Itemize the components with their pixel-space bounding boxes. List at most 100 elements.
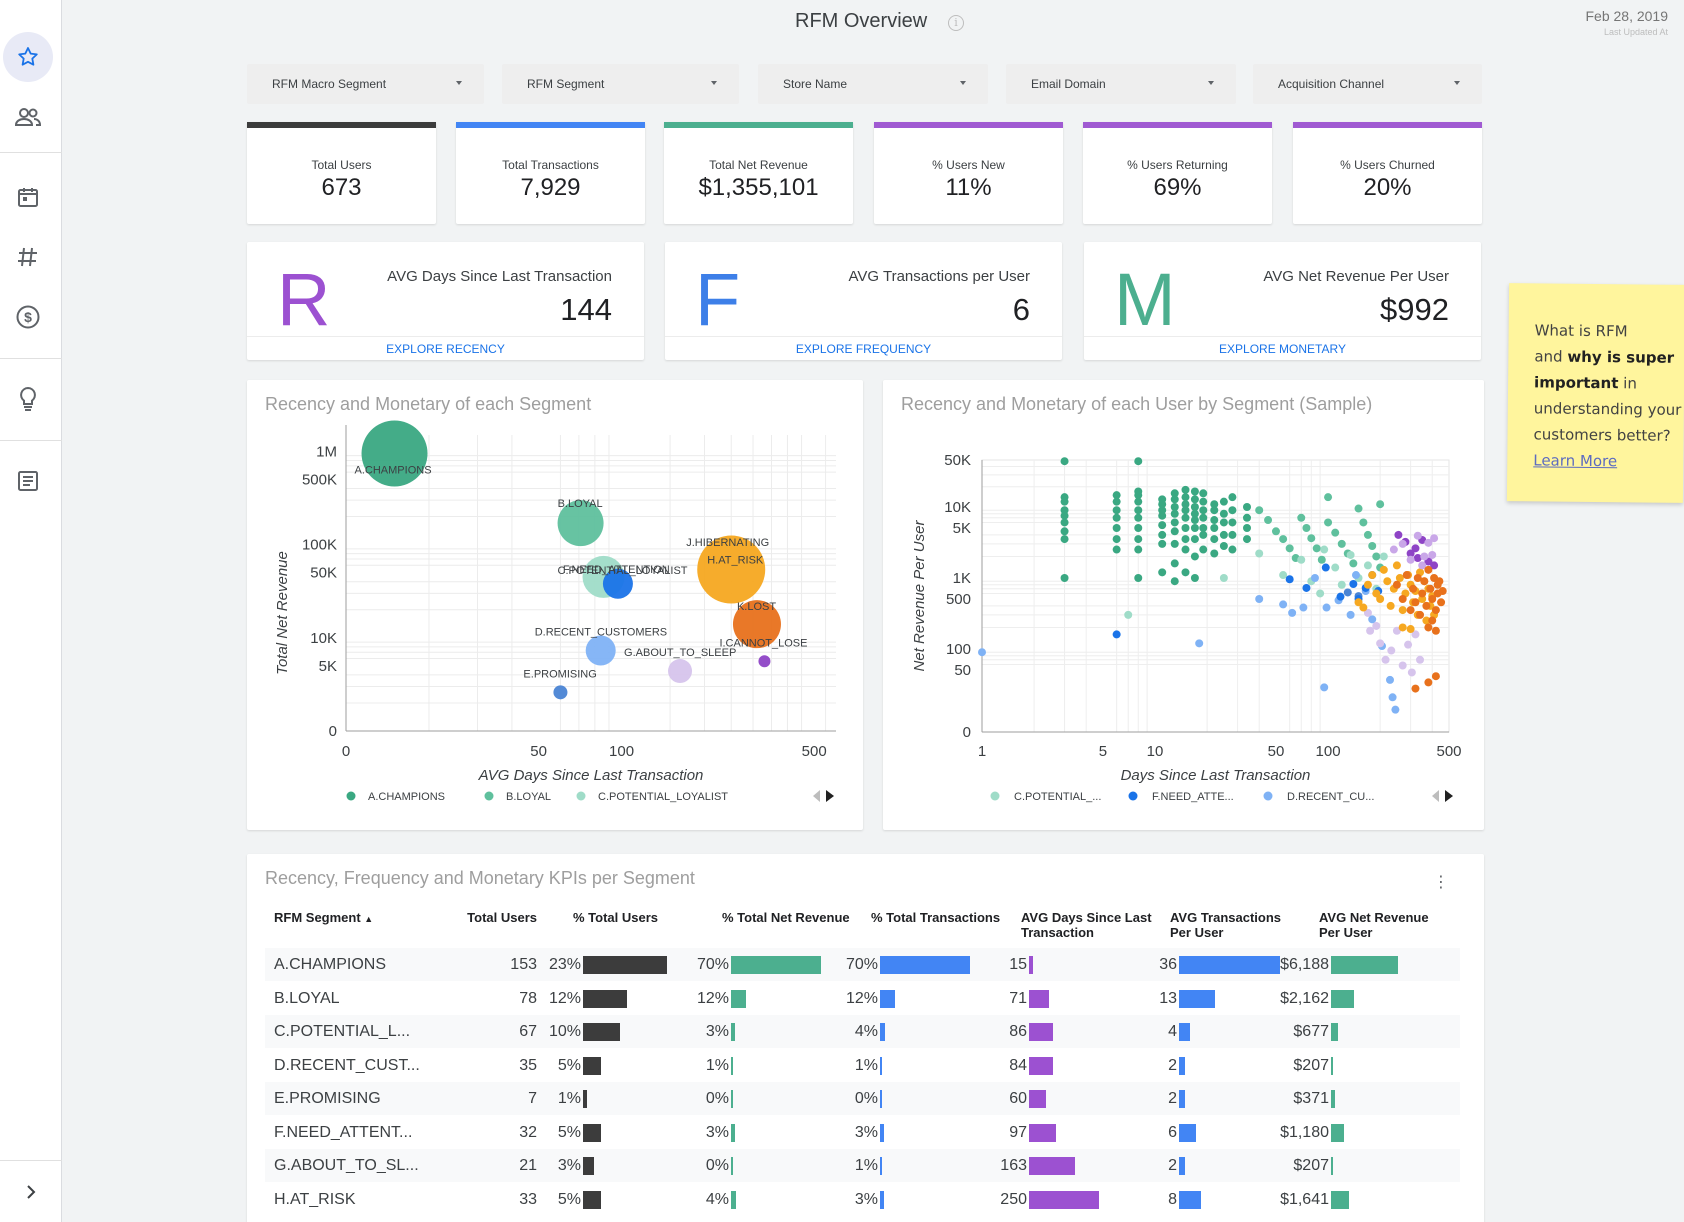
more-options-icon[interactable]: ⋮ xyxy=(1433,874,1449,891)
last-updated-date: Feb 28, 2019 xyxy=(1585,8,1668,24)
y-tick-label: 10K xyxy=(944,499,971,516)
kpi-value: 673 xyxy=(321,174,362,201)
user-point xyxy=(1406,606,1415,615)
expand-sidebar-button[interactable] xyxy=(0,1160,62,1222)
cell-segment: G.ABOUT_TO_SL... xyxy=(274,1157,419,1174)
user-point xyxy=(1112,524,1121,532)
cell-pct-users: 10% xyxy=(548,1023,581,1040)
col-header-segment[interactable]: RFM Segment ▲ xyxy=(274,910,373,927)
kpi-label: % Users Returning xyxy=(1127,158,1228,172)
table-row[interactable]: H.AT_RISK 33 5% 4% 3% 250 8 $1,641 xyxy=(265,1183,1460,1216)
cell-avg-revenue: $6,188 xyxy=(1280,956,1329,973)
user-point xyxy=(1112,513,1121,522)
cell-pct-transactions: 4% xyxy=(854,1023,878,1040)
bubble-label: I.CANNOT_LOSE xyxy=(719,637,807,649)
legend-next-icon xyxy=(1445,790,1453,802)
user-point xyxy=(1181,500,1190,509)
user-point xyxy=(1346,610,1355,619)
table-row[interactable]: F.NEED_ATTENT... 32 5% 3% 3% 97 6 $1,180 xyxy=(265,1116,1460,1149)
user-point xyxy=(1134,491,1143,500)
explore-frequency-link[interactable]: EXPLORE FREQUENCY xyxy=(795,342,932,356)
cell-bar xyxy=(880,989,895,1008)
user-point xyxy=(1428,616,1437,625)
explore-recency-link[interactable]: EXPLORE RECENCY xyxy=(386,342,505,356)
caret-down-icon xyxy=(1208,81,1214,85)
kpi-users-returning: % Users Returning 69% xyxy=(1083,122,1272,224)
user-point xyxy=(1302,583,1311,592)
header-line: Per User xyxy=(1170,925,1224,940)
people-icon[interactable] xyxy=(3,92,53,142)
info-icon[interactable]: i xyxy=(948,15,964,31)
user-point xyxy=(1279,571,1288,580)
user-point xyxy=(1336,592,1345,601)
col-header-avg-days[interactable]: AVG Days Since Last Transaction xyxy=(1021,910,1152,940)
user-point xyxy=(1124,610,1133,619)
user-point xyxy=(1331,528,1340,537)
col-header-total-users[interactable]: Total Users xyxy=(467,910,537,925)
cell-bar xyxy=(1331,1123,1344,1142)
monetary-label: AVG Net Revenue Per User xyxy=(1263,268,1449,285)
table-row[interactable]: E.PROMISING 7 1% 0% 0% 60 2 $371 xyxy=(265,1082,1460,1115)
user-point xyxy=(1343,588,1352,597)
col-header-avg-transactions[interactable]: AVG Transactions Per User xyxy=(1170,910,1281,940)
frequency-label: AVG Transactions per User xyxy=(848,268,1030,285)
col-header-pct-transactions[interactable]: % Total Transactions xyxy=(871,910,1001,925)
calendar-icon[interactable] xyxy=(3,172,53,222)
user-point xyxy=(1181,535,1190,544)
recency-label: AVG Days Since Last Transaction xyxy=(387,268,612,285)
y-tick-label: 0 xyxy=(329,723,337,740)
cell-bar xyxy=(583,956,667,974)
user-point xyxy=(1228,518,1237,527)
filter-rfm-segment[interactable]: RFM Segment xyxy=(502,64,739,104)
table-row[interactable]: B.LOYAL 78 12% 12% 12% 71 13 $2,162 xyxy=(265,982,1460,1015)
x-tick-label: 100 xyxy=(1316,743,1341,760)
user-point xyxy=(1219,530,1228,539)
legend-label: C.POTENTIAL_... xyxy=(1014,791,1101,803)
dollar-icon[interactable]: $ xyxy=(3,292,53,342)
learn-more-link[interactable]: Learn More xyxy=(1533,451,1618,471)
table-row[interactable]: C.POTENTIAL_L... 67 10% 3% 4% 86 4 $677 xyxy=(265,1015,1460,1048)
user-point xyxy=(1134,574,1143,582)
lightbulb-icon[interactable] xyxy=(3,374,53,424)
rfm-sticky-note: What is RFM and why is super important i… xyxy=(1506,283,1684,503)
y-tick-label: 500K xyxy=(302,471,337,488)
filter-rfm-macro-segment[interactable]: RFM Macro Segment xyxy=(247,64,484,104)
user-point xyxy=(1170,503,1179,511)
cell-bar xyxy=(880,1157,882,1175)
user-point xyxy=(1337,539,1346,548)
kpi-label: % Users New xyxy=(932,158,1005,172)
user-point xyxy=(1431,672,1440,681)
table-row[interactable]: D.RECENT_CUST... 35 5% 1% 1% 84 2 $207 xyxy=(265,1049,1460,1082)
header-line: AVG Days Since Last xyxy=(1021,910,1152,925)
user-point xyxy=(1386,601,1395,610)
article-icon[interactable] xyxy=(3,456,53,506)
cell-bar xyxy=(583,989,627,1008)
col-header-avg-revenue[interactable]: AVG Net Revenue Per User xyxy=(1319,910,1429,940)
hashtag-icon[interactable] xyxy=(3,232,53,282)
col-header-pct-users[interactable]: % Total Users xyxy=(573,910,659,925)
table-row[interactable]: A.CHAMPIONS 153 23% 70% 70% 15 36 $6,188 xyxy=(265,948,1460,981)
user-point xyxy=(1060,497,1069,506)
explore-monetary-link[interactable]: EXPLORE MONETARY xyxy=(1219,342,1346,356)
user-point xyxy=(1430,534,1439,543)
star-icon[interactable] xyxy=(3,32,53,82)
user-point xyxy=(1324,493,1333,502)
filter-store-name[interactable]: Store Name xyxy=(758,64,988,104)
user-point xyxy=(1383,577,1392,586)
user-point xyxy=(1264,516,1273,525)
filter-email-domain[interactable]: Email Domain xyxy=(1006,64,1236,104)
user-point xyxy=(1413,554,1422,563)
user-point xyxy=(1219,509,1228,518)
user-point xyxy=(1195,639,1204,648)
user-point xyxy=(1426,584,1435,593)
user-point xyxy=(1060,518,1069,527)
y-tick-label: 0 xyxy=(963,724,971,741)
user-point xyxy=(1381,655,1390,664)
cell-avg-transactions: 2 xyxy=(1168,1090,1177,1107)
cell-bar xyxy=(1179,1190,1201,1209)
col-header-pct-revenue[interactable]: % Total Net Revenue xyxy=(722,910,850,925)
table-row[interactable]: G.ABOUT_TO_SL... 21 3% 0% 1% 163 2 $207 xyxy=(265,1149,1460,1182)
filter-label: Store Name xyxy=(783,77,848,91)
user-point xyxy=(1219,497,1228,506)
filter-acquisition-channel[interactable]: Acquisition Channel xyxy=(1253,64,1482,104)
